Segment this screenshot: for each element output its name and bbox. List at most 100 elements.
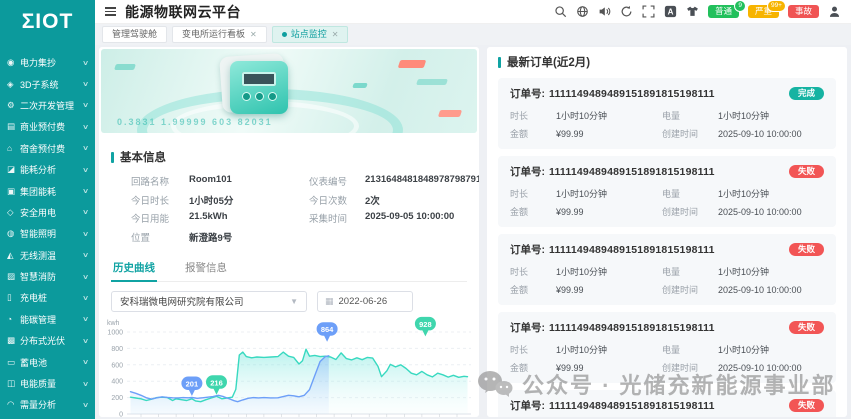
order-no-label: 订单号:: [510, 244, 545, 256]
sidebar-item[interactable]: ▨ 智慧消防 ∨: [0, 266, 95, 287]
menu-icon: ◠: [7, 399, 15, 410]
user-icon[interactable]: [828, 5, 841, 18]
active-dot: [281, 32, 287, 37]
sidebar-item[interactable]: ◔ 能碳管理 ∨: [0, 309, 95, 330]
hamburger-menu-icon[interactable]: [105, 7, 116, 16]
header-actions: A 普通 9 严重 99+ 事故: [554, 0, 841, 18]
sidebar-item[interactable]: ◍ 智能照明 ∨: [0, 223, 95, 244]
history-tab[interactable]: 历史曲线: [111, 257, 157, 282]
device-screen: [242, 72, 276, 86]
svg-text:800: 800: [111, 345, 123, 352]
globe-icon[interactable]: [576, 5, 589, 18]
chart-controls: 安科瑞微电网研究院有限公司 ▼ ▦ 2022-06-26: [111, 290, 467, 312]
menu-icon: ▣: [7, 185, 16, 196]
chevron-down-icon: ∨: [81, 359, 90, 367]
sidebar-item[interactable]: ◪ 能耗分析 ∨: [0, 159, 95, 180]
svg-text:600: 600: [111, 362, 123, 369]
sidebar-item[interactable]: ▯ 充电桩 ∨: [0, 287, 95, 308]
device-illustration: [230, 61, 288, 114]
close-icon[interactable]: ✕: [331, 29, 339, 39]
main-content: 0.3831 1.99999 603 82031 基本信息 回路名称 Room1…: [95, 45, 851, 419]
volume-icon[interactable]: [598, 5, 611, 18]
sidebar-item-label: 3D子系统: [20, 79, 59, 90]
order-status-badge: 失败: [788, 164, 824, 179]
sidebar-item-label: 能碳管理: [20, 314, 57, 325]
info-label: 位置: [131, 232, 151, 244]
svg-text:201: 201: [186, 379, 199, 388]
basic-info-right: 仪表编号 2131648481848978798791 今日次数 2次 采集时间…: [309, 174, 479, 244]
info-label: 今日时长: [131, 195, 170, 207]
sidebar-item[interactable]: ⌂ 宿舍预付费 ∨: [0, 138, 95, 159]
info-value: 2025-09-05 10:00:00: [365, 211, 455, 222]
history-tab[interactable]: 报警信息: [185, 261, 227, 274]
menu-icon: ◍: [7, 228, 15, 239]
fullscreen-icon[interactable]: [642, 5, 655, 18]
tab-label: 变电所运行看板: [182, 29, 246, 39]
sidebar-item[interactable]: ◉ 电力集抄 ∨: [0, 52, 95, 73]
alarm-badge-severe[interactable]: 严重 99+: [747, 0, 786, 18]
sidebar-item[interactable]: ▭ 蓄电池 ∨: [0, 351, 95, 372]
order-card[interactable]: 订单号: 1111149489489151891815198111 失败 时长1…: [498, 390, 836, 417]
badge-count: 99+: [766, 0, 786, 12]
svg-text:kwh: kwh: [107, 320, 120, 327]
sidebar-item[interactable]: ◇ 安全用电 ∨: [0, 202, 95, 223]
menu-icon: ⚙: [7, 99, 15, 110]
chart-pin: 864: [316, 321, 338, 342]
sidebar-item[interactable]: ▣ 集团能耗 ∨: [0, 180, 95, 201]
menu-icon: ◉: [7, 57, 15, 68]
chevron-down-icon: ∨: [81, 166, 90, 174]
sidebar-item[interactable]: ▩ 分布式光伏 ∨: [0, 330, 95, 351]
sidebar-item[interactable]: ◠ 需量分析 ∨: [0, 394, 95, 415]
info-field: 今日用能 21.5kWh: [131, 211, 309, 225]
breadcrumb-tabbar: 管理驾驶舱 变电所运行看板 ✕ 站点监控 ✕: [95, 24, 851, 45]
svg-text:400: 400: [111, 378, 123, 385]
order-fields: 时长 1小时10分钟 电量 1小时10分钟 金额 ¥99.99 创建时间 2025-09…: [510, 267, 802, 295]
badge-count: 9: [734, 0, 746, 12]
sidebar-item[interactable]: ⚙ 二次开发管理 ∨: [0, 95, 95, 116]
font-size-icon[interactable]: A: [664, 5, 677, 18]
refresh-icon[interactable]: [620, 5, 633, 18]
sidebar-item[interactable]: ◈ 3D子系统 ∨: [0, 73, 95, 94]
alarm-badge-accident[interactable]: 事故: [787, 5, 819, 18]
menu-icon: ▯: [7, 292, 12, 303]
theme-shirt-icon[interactable]: [686, 5, 699, 18]
menu-icon: ▭: [7, 356, 16, 367]
order-no-label: 订单号:: [510, 322, 545, 334]
order-card[interactable]: 订单号: 1111149489489151891815198111 完成 时长 1…: [498, 78, 836, 149]
sidebar-item-label: 电能质量: [20, 379, 57, 390]
app-logo: ΣIOT: [21, 10, 74, 33]
company-select[interactable]: 安科瑞微电网研究院有限公司 ▼: [111, 290, 307, 312]
info-field: 回路名称 Room101: [131, 174, 309, 188]
info-value: 2131648481848978798791: [365, 174, 479, 185]
title-accent-bar: [498, 56, 501, 68]
sidebar-menu: ◉ 电力集抄 ∨ ◈ 3D子系统 ∨ ⚙ 二次开发管理 ∨ ▤ 商业预付费 ∨ …: [0, 44, 95, 416]
search-icon[interactable]: [554, 5, 567, 18]
order-number: 1111149489489151891815198111: [549, 321, 715, 334]
site-detail-panel: 0.3831 1.99999 603 82031 基本信息 回路名称 Room1…: [99, 47, 479, 417]
sidebar-item-label: 无线测温: [20, 250, 57, 261]
chevron-down-icon: ∨: [81, 316, 90, 324]
alarm-badge-normal[interactable]: 普通 9: [707, 0, 746, 18]
close-icon[interactable]: ✕: [250, 29, 257, 39]
sidebar-item[interactable]: ◭ 无线测温 ∨: [0, 245, 95, 266]
info-value: 2次: [365, 195, 380, 207]
tab-label: 站点监控: [290, 29, 327, 39]
view-tab[interactable]: 变电所运行看板 ✕: [172, 26, 267, 43]
order-head: 订单号: 1111149489489151891815198111 失败: [510, 164, 824, 179]
sidebar-item[interactable]: ▤ 商业预付费 ∨: [0, 116, 95, 137]
sidebar-item-label: 蓄电池: [20, 357, 48, 368]
basic-info-left: 回路名称 Room101 今日时长 1小时05分 今日用能 21.5kWh 位置…: [131, 174, 309, 244]
order-fields: 时长 1小时10分钟 电量 1小时10分钟 金额 ¥99.99 创建时间 2025-09…: [510, 111, 802, 139]
order-list: 订单号: 1111149489489151891815198111 完成 时长 1…: [498, 78, 836, 417]
sidebar-item[interactable]: ◫ 电能质量 ∨: [0, 373, 95, 394]
date-picker[interactable]: ▦ 2022-06-26: [317, 290, 413, 312]
view-tab[interactable]: 管理驾驶舱: [102, 26, 168, 43]
chevron-down-icon: ∨: [81, 380, 90, 388]
view-tab[interactable]: 站点监控 ✕: [271, 26, 349, 43]
orders-panel: 最新订单(近2月) 订单号: 1111149489489151891815198…: [487, 47, 847, 417]
